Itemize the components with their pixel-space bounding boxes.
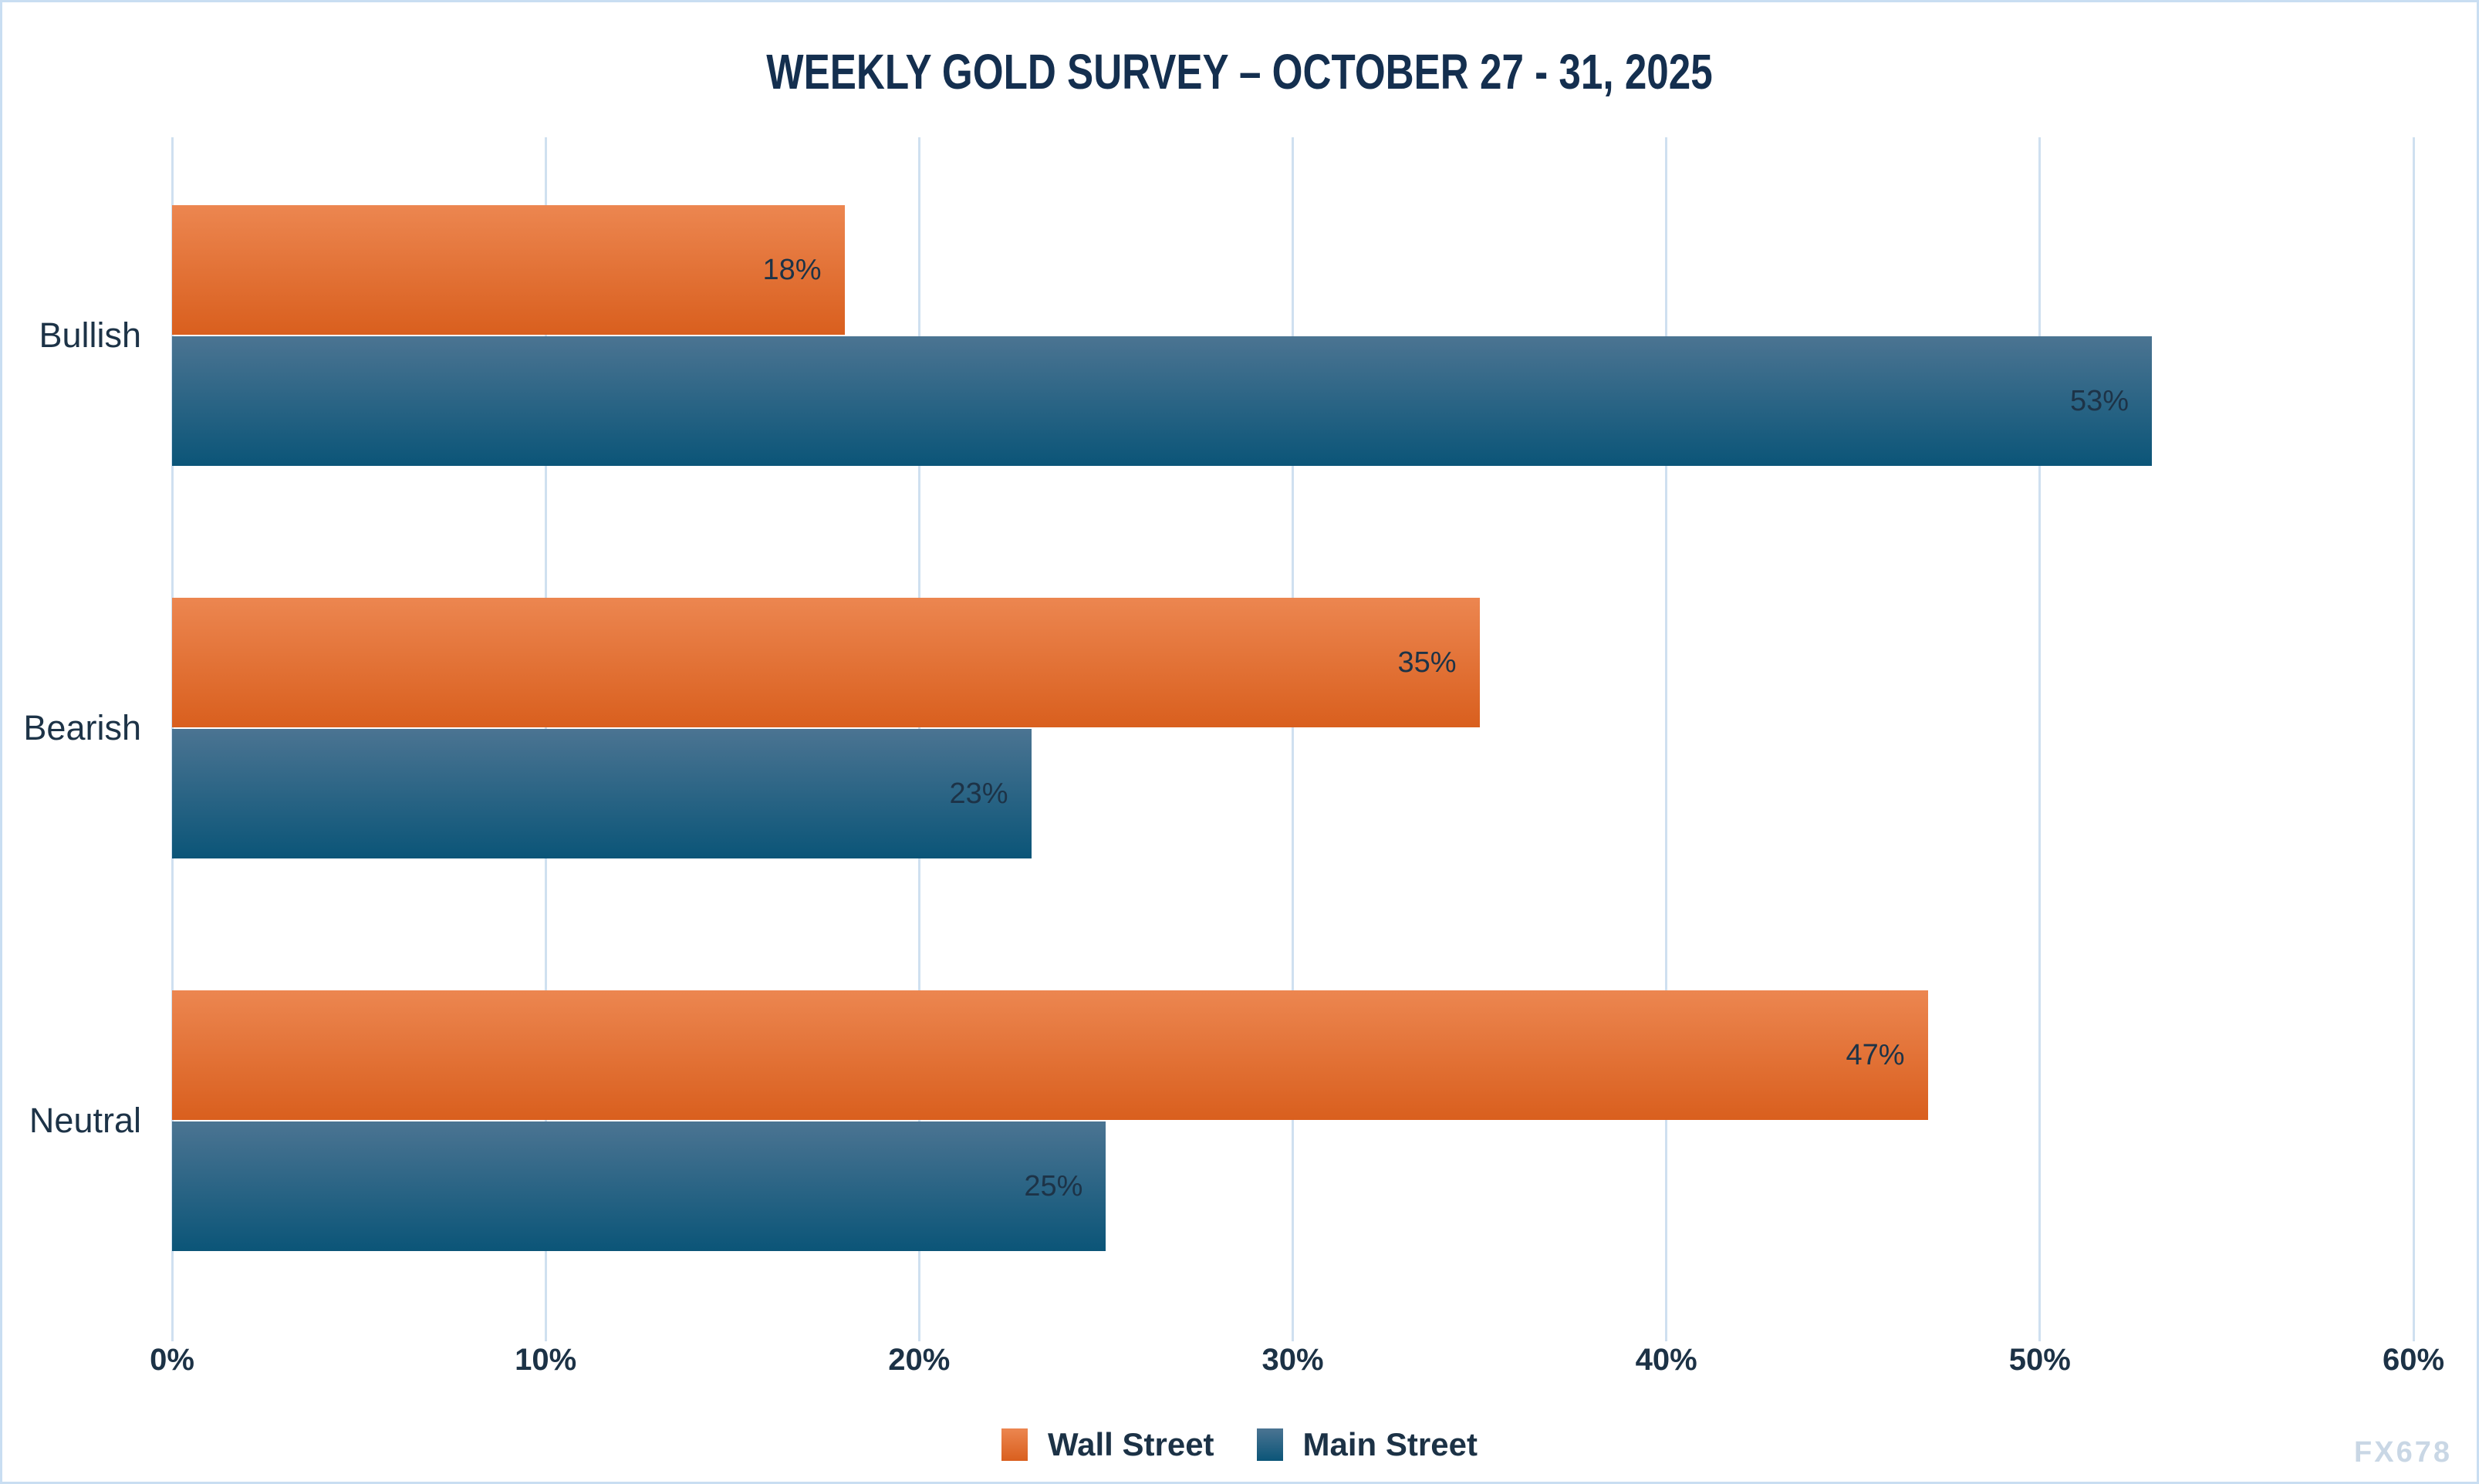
bar-value-label: 47% (1846, 1038, 1905, 1071)
bar-value-label: 35% (1397, 646, 1457, 679)
bar-value-label: 23% (949, 777, 1008, 810)
legend-item-main-street: Main Street (1256, 1426, 1478, 1463)
bar-main-street-bearish: 23% (172, 729, 1032, 858)
legend-swatch-wall-street (1001, 1428, 1028, 1461)
x-axis-tick-label: 0% (150, 1343, 194, 1377)
bar-wall-street-bullish: 18% (172, 205, 845, 335)
x-axis-tick-label: 20% (888, 1343, 951, 1377)
legend: Wall Street Main Street (2, 1426, 2477, 1463)
x-axis-tick-label: 40% (1635, 1343, 1697, 1377)
bar-wall-street-bearish: 35% (172, 598, 1480, 727)
chart-title-text: WEEKLY GOLD SURVEY – OCTOBER 27 - 31, 20… (766, 44, 1713, 99)
category-label-bullish: Bullish (39, 315, 141, 355)
gridline-40% (1665, 137, 1668, 1341)
bar-value-label: 25% (1024, 1169, 1083, 1202)
x-axis-tick-label: 30% (1261, 1343, 1324, 1377)
category-label-neutral: Neutral (29, 1101, 141, 1140)
bar-value-label: 53% (2070, 384, 2129, 417)
chart-title: WEEKLY GOLD SURVEY – OCTOBER 27 - 31, 20… (2, 35, 2477, 109)
gridline-50% (2038, 137, 2042, 1341)
bar-main-street-bullish: 53% (172, 336, 2153, 466)
legend-label-main-street: Main Street (1302, 1426, 1478, 1462)
bar-wall-street-neutral: 47% (172, 990, 1928, 1120)
legend-item-wall-street: Wall Street (1001, 1426, 1214, 1463)
x-axis-tick-label: 50% (2008, 1343, 2071, 1377)
x-axis-tick-label: 60% (2382, 1343, 2445, 1377)
gridline-30% (1292, 137, 1294, 1341)
x-axis-tick-label: 10% (515, 1343, 577, 1377)
watermark: FX678 (2354, 1436, 2452, 1469)
bar-value-label: 18% (762, 253, 822, 286)
gridline-60% (2412, 137, 2415, 1341)
legend-swatch-main-street (1256, 1428, 1283, 1461)
category-label-bearish: Bearish (23, 708, 141, 747)
legend-label-wall-street: Wall Street (1048, 1426, 1214, 1462)
bar-main-street-neutral: 25% (172, 1121, 1106, 1251)
